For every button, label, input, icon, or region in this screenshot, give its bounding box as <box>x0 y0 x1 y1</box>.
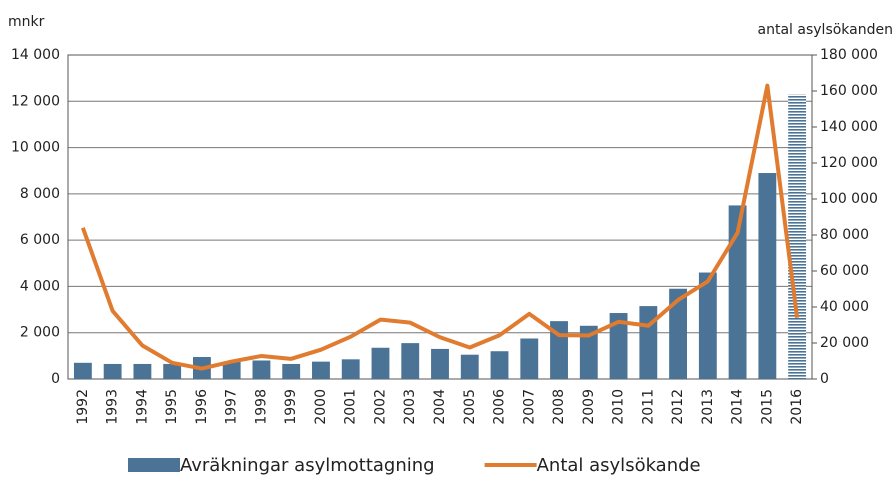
x-tick-label: 1993 <box>105 389 121 425</box>
y-tick-label: 6 000 <box>20 232 60 248</box>
y-tick-label: 2 000 <box>20 325 60 341</box>
x-tick-label: 2010 <box>611 389 627 425</box>
legend-label: Avräkningar asylmottagning <box>180 455 435 476</box>
bar <box>698 272 717 379</box>
y-tick-label: 12 000 <box>11 93 60 109</box>
x-tick-label: 1999 <box>283 389 299 425</box>
legend-label: Antal asylsökande <box>537 455 701 476</box>
x-tick-label: 2001 <box>343 389 359 425</box>
x-tick-label: 2015 <box>759 389 775 425</box>
bar <box>103 363 122 379</box>
x-tick-label: 2011 <box>640 389 656 425</box>
x-tick-label: 2013 <box>700 389 716 425</box>
x-tick-label: 2003 <box>402 389 418 425</box>
y-tick-label: 8 000 <box>20 186 60 202</box>
bar <box>341 359 360 379</box>
x-tick-label: 2002 <box>372 389 388 425</box>
bar <box>371 347 390 379</box>
y-tick-label: 14 000 <box>11 47 60 63</box>
bar <box>252 360 271 379</box>
x-tick-label: 2008 <box>551 389 567 425</box>
x-tick-label: 2012 <box>670 389 686 425</box>
bar <box>579 325 598 379</box>
bar <box>222 361 241 379</box>
y-tick-label: 10 000 <box>11 140 60 156</box>
y2-tick-label: 80 000 <box>820 227 869 243</box>
bar <box>728 205 747 379</box>
y-axis-label: mnkr <box>8 14 45 30</box>
y2-tick-label: 40 000 <box>820 299 869 315</box>
x-tick-label: 1995 <box>164 389 180 425</box>
y2-tick-label: 60 000 <box>820 263 869 279</box>
x-tick-label: 2016 <box>789 389 805 425</box>
x-tick-label: 2014 <box>730 389 746 425</box>
y2-tick-label: 120 000 <box>820 155 878 171</box>
bar <box>431 348 449 379</box>
line <box>80 83 800 371</box>
y2-tick-label: 0 <box>820 371 829 387</box>
bar <box>460 354 479 379</box>
bar <box>669 288 688 379</box>
bar <box>282 363 301 379</box>
x-tick-label: 2006 <box>492 389 508 425</box>
bar <box>639 306 658 379</box>
y-tick-label: 4 000 <box>20 278 60 294</box>
bar <box>312 361 330 379</box>
bar <box>520 338 539 379</box>
bar <box>133 363 152 379</box>
x-tick-label: 1994 <box>134 389 150 425</box>
x-tick-label: 2000 <box>313 389 329 425</box>
y2-axis-label: antal asylsökanden <box>758 22 893 38</box>
y2-tick-label: 180 000 <box>820 47 878 63</box>
y2-tick-label: 100 000 <box>820 191 878 207</box>
y2-tick-label: 160 000 <box>820 83 878 99</box>
x-tick-label: 1998 <box>253 389 269 425</box>
bar <box>490 351 509 379</box>
y2-tick-label: 20 000 <box>820 335 869 351</box>
x-tick-label: 1996 <box>194 389 210 425</box>
legend: Avräkningar asylmottagning Antal asylsöka… <box>128 455 701 476</box>
x-tick-label: 1992 <box>75 389 91 425</box>
x-tick-label: 2005 <box>462 389 478 425</box>
bar <box>401 343 420 379</box>
x-tick-label: 2007 <box>521 389 537 425</box>
x-tick-label: 1997 <box>224 389 240 425</box>
y-tick-label: 0 <box>51 371 60 387</box>
y2-tick-label: 140 000 <box>820 119 878 135</box>
legend-swatch <box>128 458 180 472</box>
bar <box>788 94 807 379</box>
bar <box>73 362 92 379</box>
bar <box>163 363 182 379</box>
x-tick-label: 2009 <box>581 389 597 425</box>
bar <box>609 313 628 379</box>
bar <box>758 173 777 379</box>
x-tick-label: 2004 <box>432 389 448 425</box>
